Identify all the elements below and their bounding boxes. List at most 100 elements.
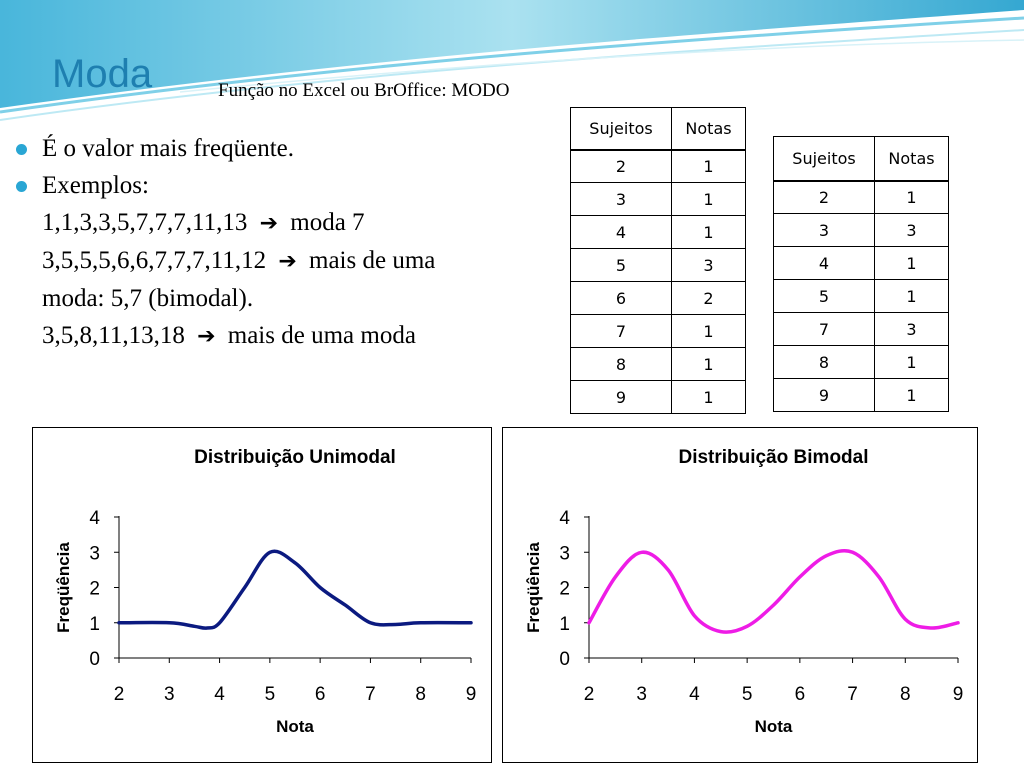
example-result: moda 7 (290, 209, 365, 236)
table-cell: 1 (671, 314, 746, 348)
table-cell: 8 (772, 345, 876, 379)
x-tick-label: 8 (900, 684, 911, 705)
x-tick-label: 2 (114, 684, 125, 705)
chart-title: Distribuição Unimodal (194, 447, 396, 468)
table-cell: 4 (772, 246, 876, 280)
y-tick-label: 4 (559, 508, 570, 529)
table-cell: 7 (772, 312, 876, 346)
table-cell: 2 (569, 149, 673, 183)
table-cell: 1 (874, 345, 949, 379)
x-tick-label: 3 (164, 684, 175, 705)
table-cell: 3 (569, 182, 673, 216)
bullet-dot-icon (16, 181, 27, 192)
unimodal-data-table: Sujeitos Notas 2 1 3 1 4 1 5 3 6 2 7 1 8 1 9 1 (569, 107, 746, 414)
example-line: 3,5,8,11,13,18 ➔ mais de uma moda (14, 317, 554, 355)
y-tick-label: 1 (89, 614, 100, 635)
example-line: 3,5,5,5,6,6,7,7,7,11,12 ➔ mais de uma (14, 242, 554, 280)
bullet-item: Exemplos: (14, 167, 554, 204)
table-cell: 1 (671, 380, 746, 414)
table-cell: 5 (569, 248, 673, 282)
table-cell: 1 (874, 378, 949, 412)
table-cell: 3 (874, 312, 949, 346)
example-values: moda: 5,7 (bimodal). (42, 285, 254, 312)
example-line: 1,1,3,3,5,7,7,7,11,13 ➔ moda 7 (14, 204, 554, 242)
table-cell: 1 (671, 215, 746, 249)
x-axis-label: Nota (276, 717, 314, 736)
chart-svg: Distribuição Unimodal 0 1 2 3 4 2 3 4 5 6 7 8 9 Nota Fr… (54, 447, 477, 736)
y-tick-label: 0 (89, 649, 100, 670)
x-tick-label: 5 (742, 684, 753, 705)
y-tick-label: 1 (559, 614, 570, 635)
table-cell: 3 (772, 213, 876, 247)
x-tick-label: 2 (584, 684, 595, 705)
series-line (587, 548, 960, 634)
y-axis-label: Freqüência (524, 542, 543, 633)
y-tick-label: 4 (89, 508, 100, 529)
table-header-row: Sujeitos Notas (569, 107, 746, 151)
table-cell: 5 (772, 279, 876, 313)
y-tick-label: 2 (89, 579, 100, 600)
y-tick-label: 3 (89, 543, 100, 564)
x-axis-label: Nota (755, 717, 793, 736)
table-cell: 2 (772, 180, 876, 214)
arrow-right-icon: ➔ (259, 211, 279, 236)
header-swoosh-decoration (0, 0, 1024, 121)
bimodal-data-table: Sujeitos Notas 2 1 3 3 4 1 5 1 7 3 8 1 9 1 (772, 136, 949, 412)
bullet-text: Exemplos: (42, 172, 149, 199)
x-tick-label: 5 (265, 684, 276, 705)
y-tick-label: 0 (559, 649, 570, 670)
table-cell: 3 (671, 248, 746, 282)
bullet-text: É o valor mais freqüente. (42, 135, 294, 162)
table-cell: 1 (874, 279, 949, 313)
table-cell: 1 (671, 182, 746, 216)
example-values: 3,5,5,5,6,6,7,7,7,11,12 (42, 247, 267, 274)
example-result: mais de uma moda (227, 322, 416, 349)
column-header: Notas (671, 107, 746, 151)
y-tick-label: 2 (559, 579, 570, 600)
bullet-dot-icon (16, 144, 27, 155)
x-tick-label: 4 (214, 684, 225, 705)
table-cell: 2 (671, 281, 746, 315)
x-tick-label: 6 (795, 684, 806, 705)
table-cell: 6 (569, 281, 673, 315)
example-values: 1,1,3,3,5,7,7,7,11,13 (42, 209, 248, 236)
x-tick-label: 7 (365, 684, 376, 705)
example-values: 3,5,8,11,13,18 (42, 322, 185, 349)
column-header: Notas (874, 136, 949, 182)
table-cell: 4 (569, 215, 673, 249)
series-line (117, 549, 473, 630)
arrow-right-icon: ➔ (197, 324, 216, 349)
bullet-list: É o valor mais freqüente. Exemplos: 1,1,… (14, 130, 554, 355)
bimodal-chart: Distribuição Bimodal 0 1 2 3 4 2 3 4 5 6 7 8 9 Nota Fre… (502, 427, 978, 763)
table-cell: 7 (569, 314, 673, 348)
table-cell: 9 (569, 380, 673, 414)
chart-title: Distribuição Bimodal (678, 447, 868, 468)
x-tick-label: 7 (847, 684, 858, 705)
y-axis-label: Freqüência (54, 542, 73, 633)
y-tick-label: 3 (559, 543, 570, 564)
example-line: moda: 5,7 (bimodal). (14, 280, 554, 317)
table-cell: 1 (874, 246, 949, 280)
x-tick-label: 9 (466, 684, 477, 705)
column-header: Sujeitos (569, 107, 673, 151)
table-cell: 1 (874, 180, 949, 214)
arrow-right-icon: ➔ (278, 249, 297, 274)
table-cell: 9 (772, 378, 876, 412)
table-header-row: Sujeitos Notas (772, 136, 949, 182)
table-cell: 1 (671, 149, 746, 183)
x-tick-label: 4 (689, 684, 700, 705)
chart-svg: Distribuição Bimodal 0 1 2 3 4 2 3 4 5 6 7 8 9 Nota Fre… (524, 447, 963, 736)
x-tick-label: 3 (636, 684, 647, 705)
